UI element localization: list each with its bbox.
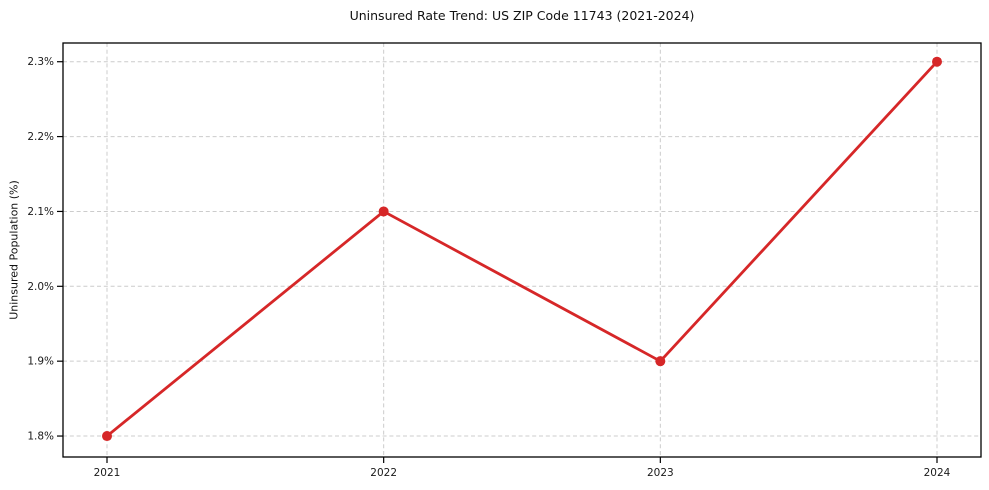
- plot-border: [62, 42, 982, 458]
- y-tick-label: 1.9%: [27, 356, 54, 368]
- y-tick-label: 2.2%: [27, 131, 54, 143]
- chart-title: Uninsured Rate Trend: US ZIP Code 11743 …: [349, 8, 695, 23]
- y-tick-label: 2.1%: [27, 206, 54, 218]
- x-tick-label: 2024: [924, 467, 951, 479]
- y-tick-label: 2.0%: [27, 281, 54, 293]
- x-tick-label: 2023: [647, 467, 674, 479]
- data-point-2022: [378, 206, 389, 217]
- data-point-2024: [932, 56, 942, 67]
- x-tick-label: 2022: [370, 467, 397, 479]
- trend-line: [105, 60, 939, 438]
- y-tick-label: 1.8%: [27, 431, 54, 443]
- data-point-2021: [102, 431, 112, 442]
- x-tick-label: 2021: [94, 467, 121, 479]
- data-point-2023: [655, 356, 666, 367]
- y-tick-label: 2.3%: [27, 56, 54, 68]
